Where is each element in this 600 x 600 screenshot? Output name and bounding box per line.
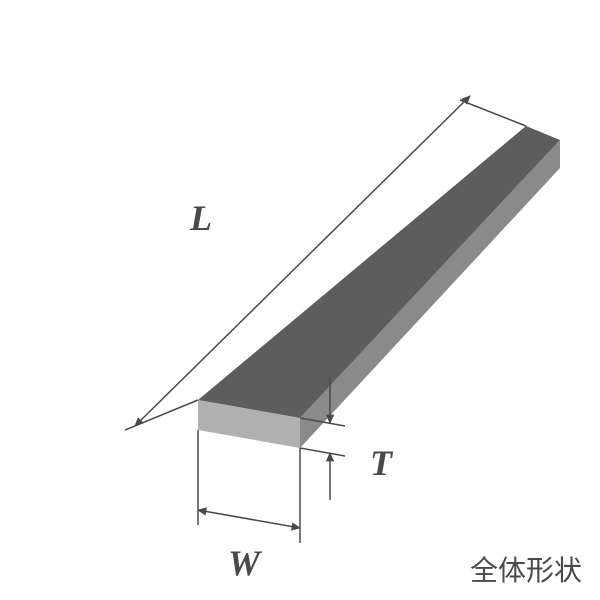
- caption: 全体形状: [470, 555, 582, 586]
- l-label: L: [189, 198, 212, 238]
- bar-top-face: [198, 126, 560, 418]
- w-dim-line: [198, 510, 300, 528]
- l-ext-line-2: [460, 100, 526, 126]
- w-label: W: [228, 543, 263, 583]
- t-ext-line-2: [300, 448, 345, 456]
- t-label: T: [370, 443, 394, 483]
